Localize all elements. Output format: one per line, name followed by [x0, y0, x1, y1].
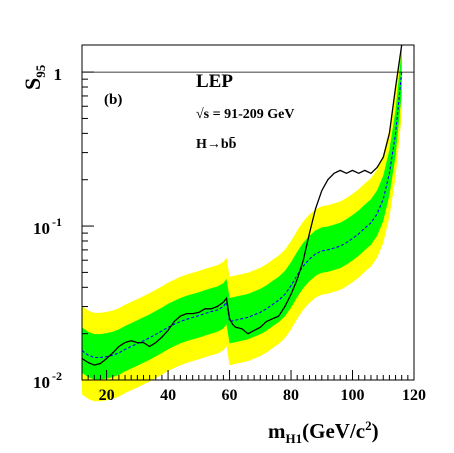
x-tick-label: 40: [160, 387, 176, 404]
annotation-energy: √s = 91-209 GeV: [196, 107, 295, 122]
y-tick-label: 10 -1: [33, 215, 62, 238]
annotation-lep: LEP: [196, 71, 233, 92]
y-axis: 1 10-1 10-2: [33, 65, 94, 392]
x-tick-label: 100: [341, 387, 365, 404]
x-tick-label: 80: [283, 387, 299, 404]
expected-line: [81, 72, 403, 359]
x-tick-label: 20: [99, 387, 115, 404]
confidence-bands: [82, 45, 402, 402]
x-tick-label: 60: [222, 387, 238, 404]
y-tick-label: 10 -2: [33, 369, 62, 392]
x-tick-label: 120: [402, 387, 426, 404]
observed-line: [81, 44, 403, 366]
x-axis-label: mH1(GeV/c2): [268, 418, 379, 446]
panel-label: (b): [104, 92, 122, 108]
svg-text:S95: S95: [20, 64, 48, 90]
band-1sigma: [82, 48, 402, 380]
x-axis: 20 40 60 80 100 120: [81, 370, 426, 404]
y-tick-label: 1: [54, 65, 63, 84]
annotation-channel: H→bb̄: [196, 136, 237, 152]
y-axis-label: S95: [20, 64, 48, 90]
